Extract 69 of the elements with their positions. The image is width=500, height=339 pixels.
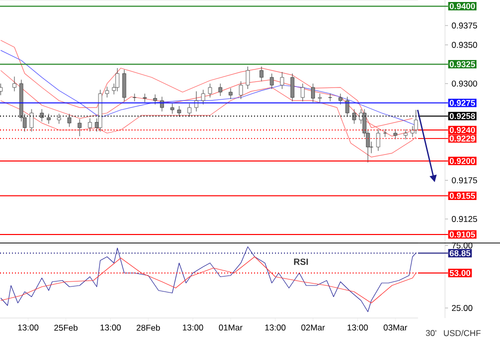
y-tick-label: 75.00 [452,242,472,248]
candlestick [239,81,243,100]
candlestick [404,128,408,140]
ref-line-label: 68.85 [450,250,470,256]
text: 30' [426,330,436,336]
candlestick [188,103,192,118]
candlestick [260,66,264,82]
candlestick [393,128,398,140]
candlestick [115,68,120,92]
x-tick-label: 13:00 [100,324,121,331]
candlestick [132,93,136,102]
candlestick [88,118,92,132]
ref-line-label: 0.9258 [450,113,476,120]
candlestick [228,88,233,100]
candlestick [12,76,16,92]
candlestick [201,90,206,105]
candlestick [170,103,174,114]
candlestick [40,108,44,122]
y-tick-label: 0.9175 [452,177,478,184]
ref-line-label: 0.9200 [450,158,475,164]
x-tick-label: 25Feb [54,324,78,331]
ref-line-label: 0.9229 [450,136,475,142]
candlestick [78,118,82,136]
line-series [0,246,416,312]
annotation: RSI [294,258,308,265]
x-tick-label: 13:00 [265,324,286,331]
candlestick [300,83,305,102]
candlestick [376,128,380,152]
candlestick [153,94,158,105]
candlestick [57,114,61,124]
ref-line-label: 53.00 [450,270,470,276]
candlestick [105,86,109,98]
candlestick [177,106,182,118]
candlestick [338,93,342,105]
ref-line-label: 0.9240 [450,127,475,134]
ref-line-label: 0.9275 [450,100,476,106]
x-tick-label: 13:00 [18,324,38,331]
y-tick-label: 0.9375 [452,22,478,29]
candlestick [246,66,250,90]
candlestick [280,72,284,90]
candlestick [67,114,72,128]
x-tick-label: 28Feb [136,324,160,331]
candlestick [270,73,274,90]
x-tick-label: 01Mar [218,324,242,331]
x-tick-label: 13:00 [348,324,368,331]
x-tick-label: 13:00 [182,324,204,331]
ref-line-label: 0.9400 [450,3,475,10]
candlestick [328,93,332,102]
ref-line-label: 0.9155 [450,192,476,199]
x-tick-label: 03Mar [384,324,408,331]
x-tick-label: 02Mar [301,324,325,331]
line-series [0,256,416,304]
candlestick [414,110,418,134]
candlestick [352,108,356,124]
candlestick [218,83,222,96]
y-tick-label: 25.00 [452,305,472,311]
ref-line-label: 0.9325 [450,61,476,68]
y-tick-label: 0.9125 [452,216,478,222]
y-tick-label: 0.9300 [452,80,478,87]
candlestick [345,96,350,118]
candlestick [122,69,126,102]
candlestick [208,83,212,98]
y-tick-label: 0.9350 [452,42,478,48]
candlestick [46,114,51,124]
candlestick [290,73,294,102]
candlestick [30,108,34,132]
text: USD/CHF [444,330,481,336]
candlestick [311,83,315,102]
ref-line-label: 0.9105 [450,231,476,238]
